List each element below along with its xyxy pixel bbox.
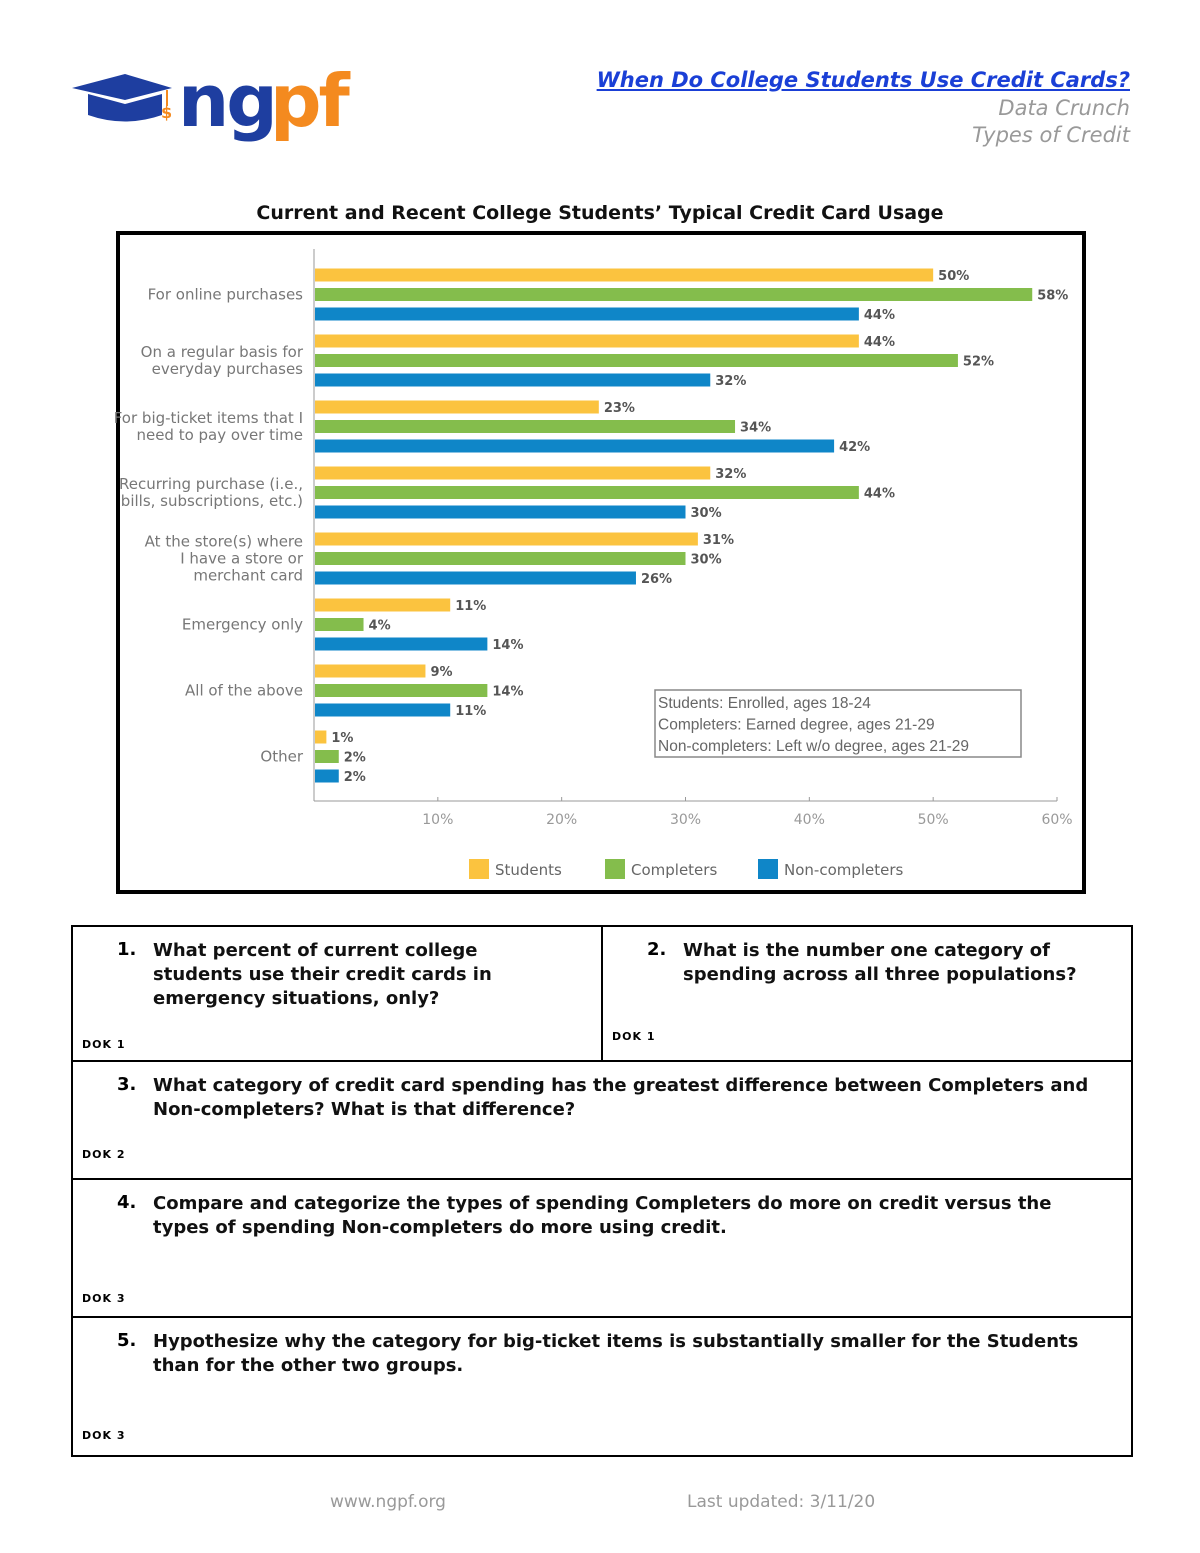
svg-text:$: $: [161, 103, 172, 122]
dok-label: DOK 1: [82, 1038, 126, 1051]
dok-label: DOK 3: [82, 1429, 126, 1442]
graduation-cap-icon: [72, 74, 172, 100]
question-text: What is the number one category of spend…: [683, 940, 1077, 985]
dok-label: DOK 1: [612, 1030, 656, 1043]
question-2[interactable]: 2. What is the number one category of sp…: [603, 927, 1131, 1060]
svg-text:pf: pf: [270, 60, 351, 143]
question-text: What percent of current college students…: [153, 940, 492, 1009]
question-5[interactable]: 5. Hypothesize why the category for big-…: [73, 1318, 1131, 1455]
question-text: What category of credit card spending ha…: [153, 1075, 1089, 1120]
footer-website-link[interactable]: www.ngpf.org: [330, 1492, 446, 1512]
dok-label: DOK 2: [82, 1148, 126, 1161]
question-number: 4.: [117, 1192, 137, 1213]
question-text: Hypothesize why the category for big-tic…: [153, 1331, 1079, 1376]
ngpf-logo: $ ng pf: [72, 60, 354, 143]
questions-table: 1. What percent of current college stude…: [71, 925, 1133, 1457]
question-number: 3.: [117, 1074, 137, 1095]
svg-text:ng: ng: [178, 60, 275, 143]
question-3[interactable]: 3. What category of credit card spending…: [73, 1062, 1131, 1180]
chart-title: Current and Recent College Students’ Typ…: [256, 202, 944, 224]
question-number: 5.: [117, 1330, 137, 1351]
question-number: 1.: [117, 939, 137, 960]
question-number: 2.: [647, 939, 667, 960]
question-4[interactable]: 4. Compare and categorize the types of s…: [73, 1180, 1131, 1318]
question-text: Compare and categorize the types of spen…: [153, 1193, 1052, 1238]
worksheet-topic: Types of Credit: [972, 123, 1130, 147]
dok-label: DOK 3: [82, 1292, 126, 1305]
worksheet-title-link[interactable]: When Do College Students Use Credit Card…: [596, 68, 1130, 92]
footer-last-updated: Last updated: 3/11/20: [687, 1492, 876, 1512]
question-1[interactable]: 1. What percent of current college stude…: [73, 927, 603, 1060]
worksheet-subtitle: Data Crunch: [998, 96, 1130, 120]
chart-frame: [116, 231, 1086, 894]
